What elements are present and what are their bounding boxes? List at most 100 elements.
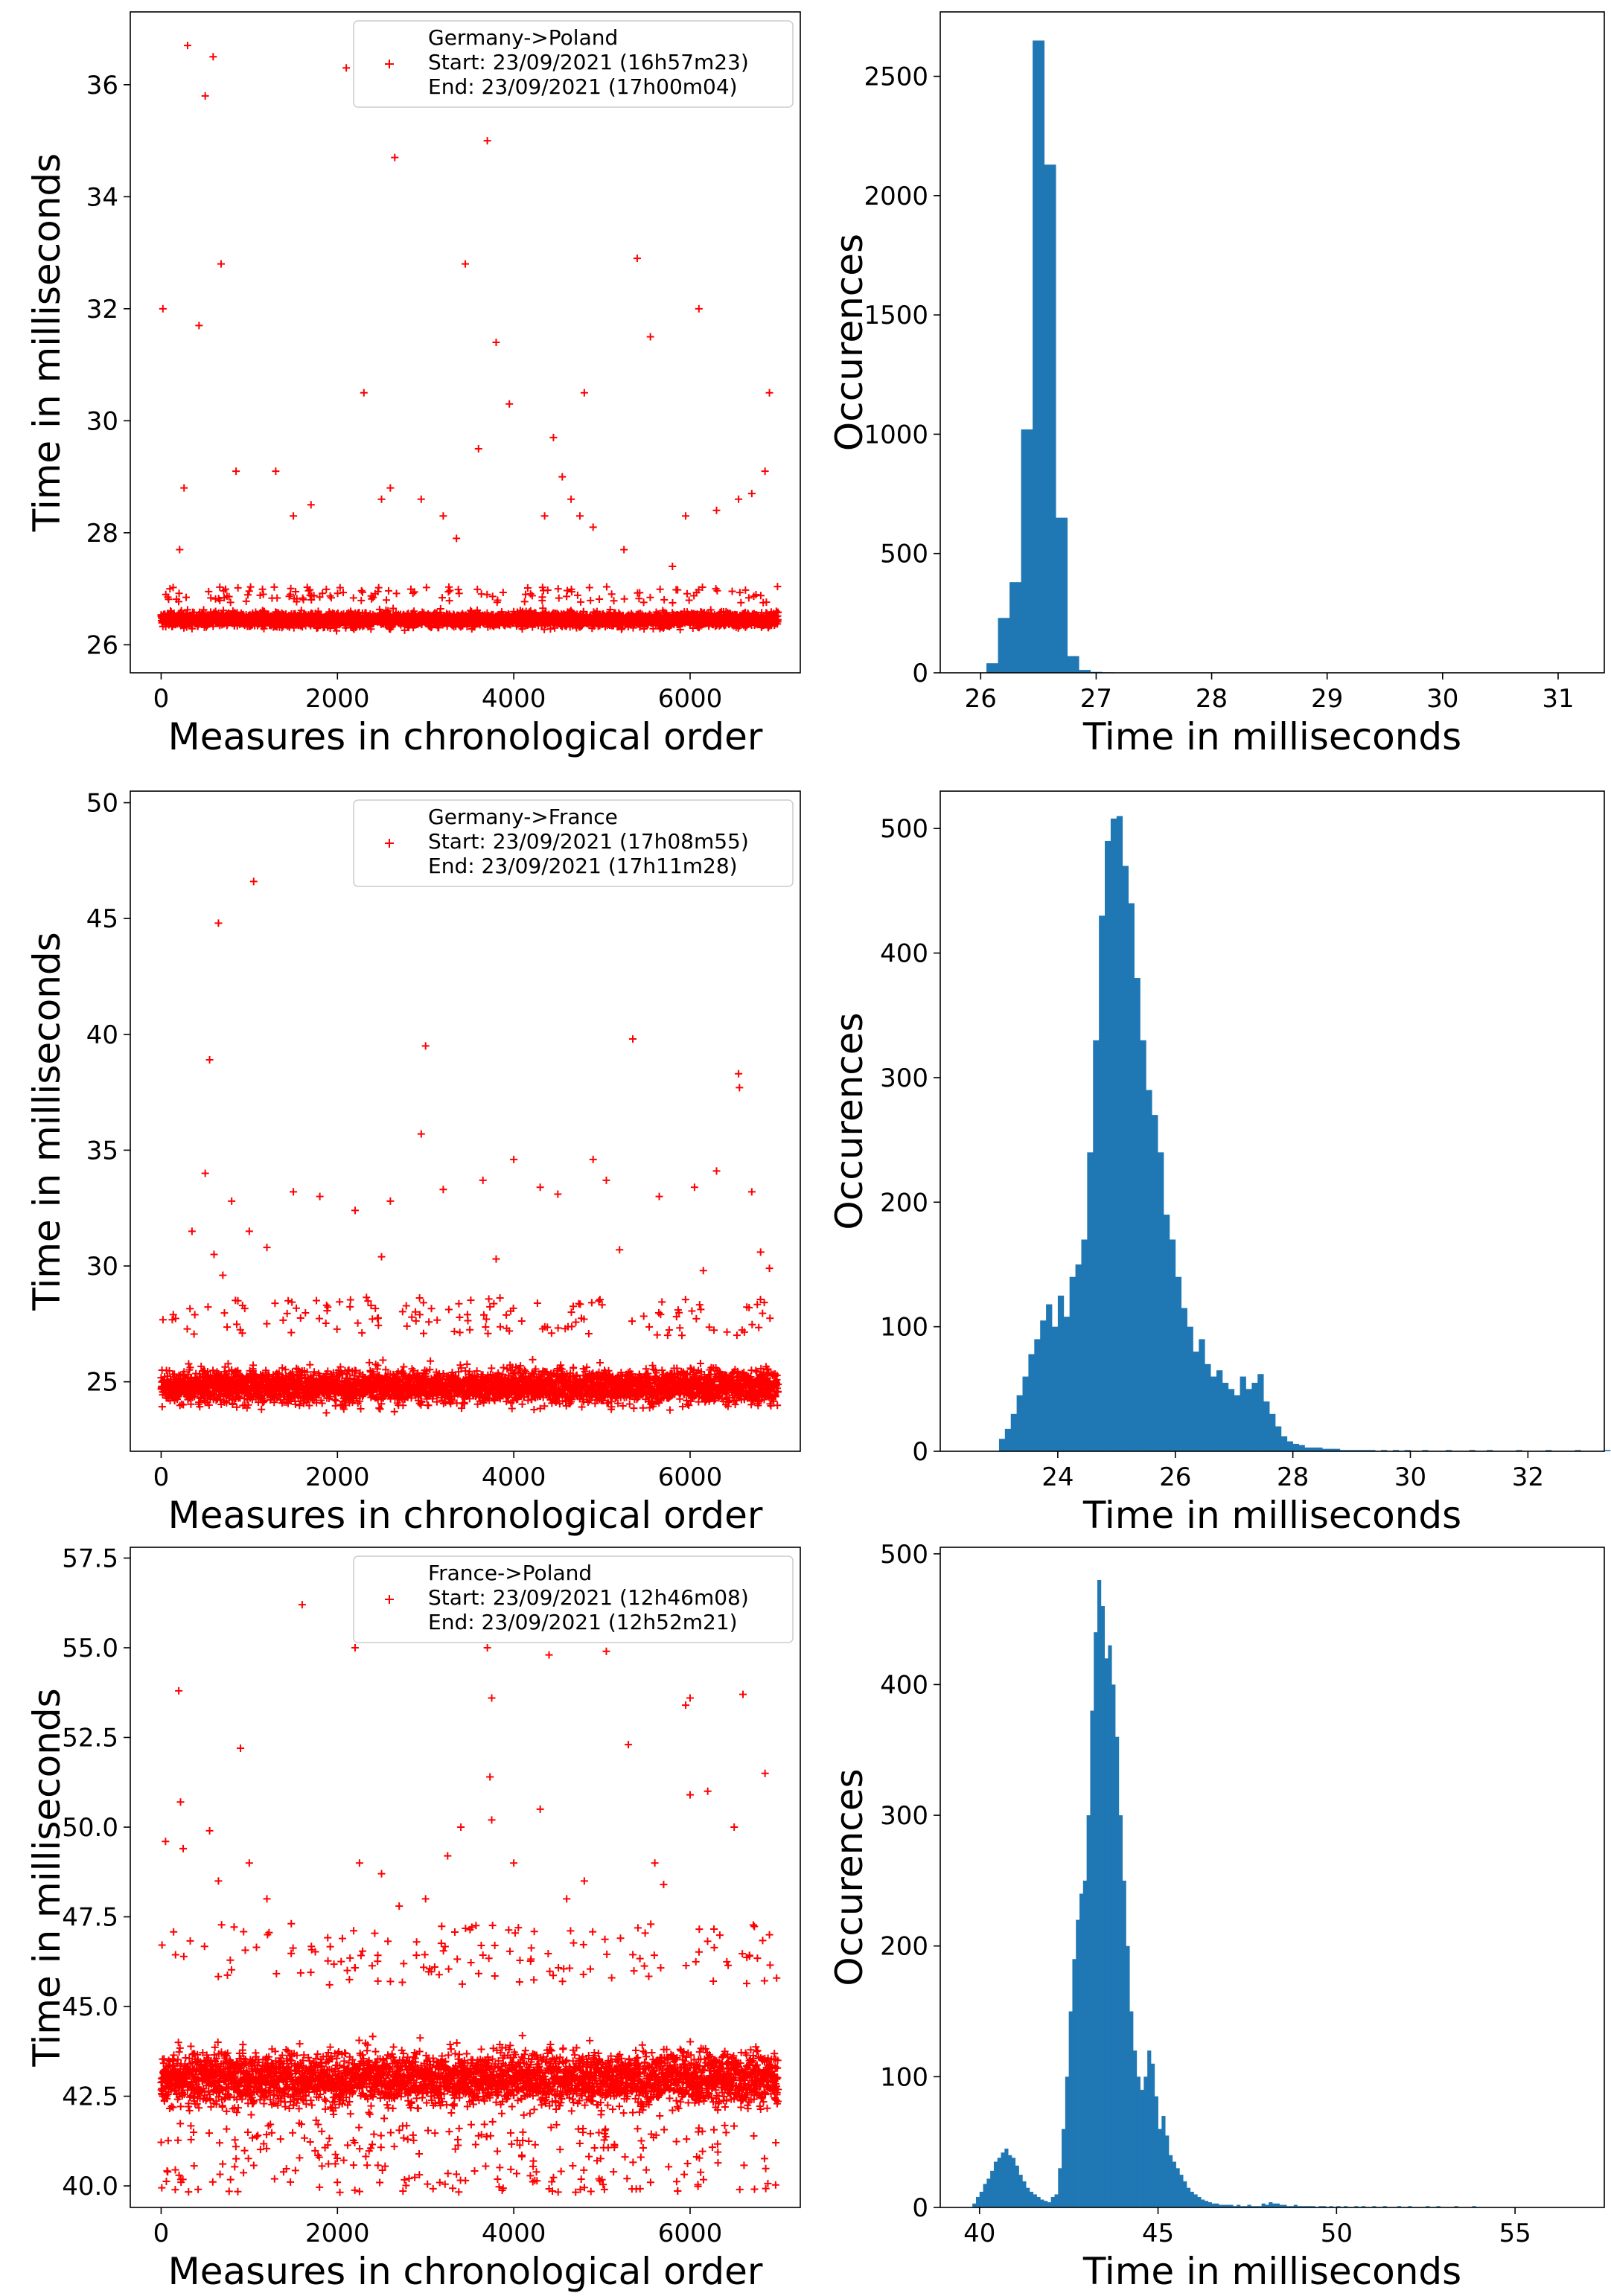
scatter-point [737,598,745,607]
x-tick-label: 31 [1542,684,1574,714]
scatter-outlier [180,484,188,492]
scatter-point [258,1405,266,1413]
scatter-outlier [360,388,368,397]
scatter-outlier [195,322,203,330]
axes-frame [130,11,801,674]
y-tick-label: 34 [86,182,118,212]
scatter-point [366,1358,374,1366]
scatter-point [455,589,463,598]
scatter-point [756,592,765,600]
scatter-point [554,585,562,593]
scatter-point [382,596,390,604]
y-tick-label: 1000 [864,420,928,450]
scatter-point [563,592,571,601]
scatter-point [246,583,255,591]
y-tick-label: 30 [86,406,118,436]
legend-line: Start: 23/09/2021 (16h57m23) [428,50,749,74]
scatter-outlier [761,467,769,476]
scatter-outlier [386,484,395,492]
scatter-outlier [272,467,280,476]
scatter-point [322,585,331,593]
scatter-outlier [474,444,482,453]
scatter-outlier [558,473,567,481]
scatter-point [220,607,228,615]
scatter-outlier [549,433,558,441]
scatter-outlier [307,501,315,509]
x-tick-label: 27 [1080,684,1112,714]
scatter-point [602,583,610,591]
scatter-outlier [217,260,225,268]
scatter-point [245,587,253,595]
scatter-point [674,586,682,594]
scatter-point [669,598,677,607]
x-tick-label: 2000 [305,684,370,714]
scatter-point [444,588,453,596]
scatter-point [158,1403,166,1411]
scatter-outlier [589,523,597,531]
scatter-point [422,583,430,592]
scatter-outlier [439,512,447,520]
y-tick-label: 500 [880,540,928,569]
scatter-outlier [747,490,756,498]
histogram-bar [1067,656,1079,673]
scatter-point [207,594,215,602]
scatter-point [607,590,616,598]
scatter-outlier [682,512,690,520]
histogram-bar [1044,164,1056,673]
scatter-outlier [209,53,217,61]
scatter-point [587,596,595,604]
scatter-outlier [620,546,628,554]
scatter-outlier [575,512,584,520]
x-tick-label: 26 [965,684,997,714]
histogram-bar [1009,582,1021,673]
scatter-point [357,586,366,595]
x-tick-label: 28 [1196,684,1228,714]
histogram-bar [1056,517,1068,673]
scatter-point [182,593,191,601]
legend-line: Germany->Poland [428,25,618,50]
scatter-point [242,597,250,605]
scatter-outlier [580,388,588,397]
scatter-point [454,586,462,594]
scatter-outlier [633,255,641,263]
scatter-outlier [669,563,677,571]
scatter-outlier [462,260,469,268]
scatter-point [205,587,213,595]
scatter-outlier [540,512,549,520]
scatter-outlier [391,153,399,162]
scatter-point [610,597,618,605]
y-axis-label: Occurences [828,234,871,451]
y-tick-label: 36 [86,71,118,100]
scatter-point [234,583,242,592]
scatter-outlier [735,495,743,503]
scatter-outlier [483,137,491,145]
scatter-outlier [176,546,184,554]
scatter-point [646,593,654,601]
scatter-outlier [342,64,351,72]
scatter-point [473,585,482,593]
scatter-outlier [646,333,654,341]
scatter-point [374,583,383,592]
scatter-point [522,590,530,598]
scatter-point [660,595,669,604]
scatter-outlier [453,534,461,543]
scatter-point [306,1360,314,1369]
scatter-outlier [377,495,386,503]
scatter-point [685,596,693,604]
scatter-point [384,586,392,595]
scatter-point [744,594,753,602]
y-tick-label: 28 [86,519,118,549]
scatter-point [243,591,252,599]
scatter-point [577,598,585,606]
scatter-point [299,595,307,604]
y-tick-label: 2000 [864,182,928,211]
y-tick-label: 0 [912,659,928,688]
scatter-outlier [695,304,703,313]
histogram-bar [998,618,1010,673]
y-tick-label: 26 [86,630,118,660]
scatter-point [728,587,736,595]
